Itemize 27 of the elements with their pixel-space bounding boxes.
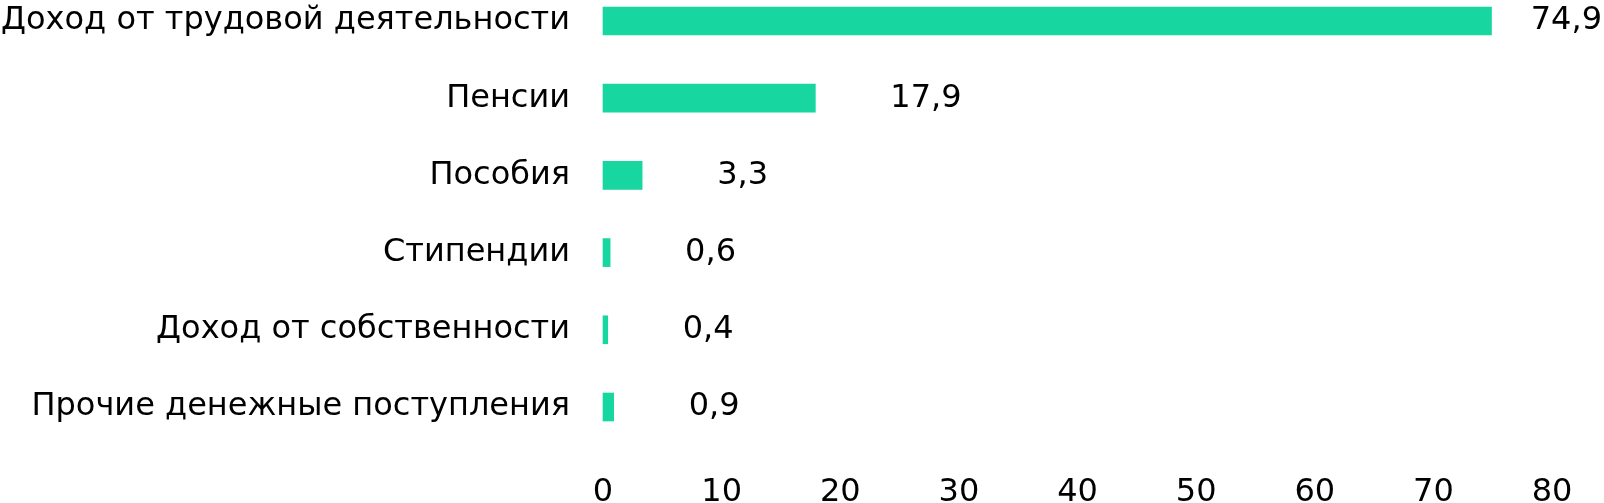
y-tick-label: Доход от собственности (156, 308, 570, 347)
data-label: 3,3 (717, 153, 769, 192)
data-label: 17,9 (890, 76, 962, 115)
bar (602, 315, 609, 345)
bar (602, 392, 615, 422)
x-tick-label: 20 (819, 470, 861, 503)
data-label: 74,9 (1530, 0, 1602, 38)
data-label: 0,6 (685, 230, 737, 269)
x-tick-label: 80 (1531, 470, 1573, 503)
bar (602, 238, 611, 267)
data-label: 0,9 (688, 385, 740, 424)
bar (602, 6, 1492, 36)
bar (602, 83, 816, 113)
x-tick-label: 40 (1057, 470, 1098, 503)
bar (602, 161, 643, 190)
y-tick-label: Доход от трудовой деятельности (0, 0, 570, 38)
x-tick-label: 0 (592, 470, 614, 503)
x-tick-label: 50 (1175, 470, 1217, 503)
y-tick-label: Стипендии (382, 230, 570, 269)
x-tick-label: 30 (938, 470, 980, 503)
data-label: 0,4 (682, 308, 734, 347)
x-tick-label: 70 (1413, 470, 1454, 503)
y-tick-label: Пособия (429, 153, 570, 192)
x-tick-label: 10 (701, 470, 742, 503)
y-tick-label: Пенсии (446, 76, 570, 115)
y-tick-label: Прочие денежные поступления (31, 385, 570, 424)
x-tick-label: 60 (1294, 470, 1336, 503)
